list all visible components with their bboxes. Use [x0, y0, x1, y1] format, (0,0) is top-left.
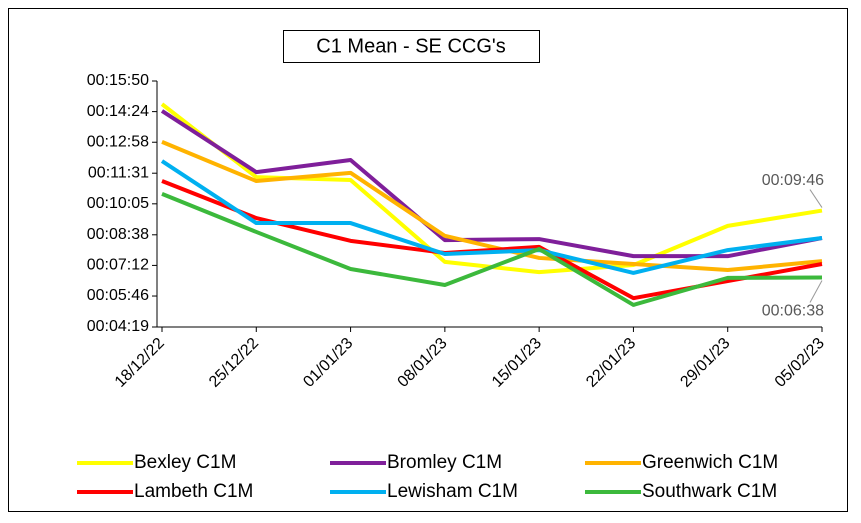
title-box — [283, 30, 540, 63]
data-label: 00:06:38 — [762, 303, 824, 320]
legend-label: Greenwich C1M — [642, 452, 778, 473]
y-tick-label: 00:11:31 — [88, 164, 149, 181]
y-tick-label: 00:04:19 — [87, 318, 149, 335]
label-leader — [809, 280, 823, 303]
label-leader — [809, 189, 823, 208]
y-tick-label: 00:10:05 — [87, 195, 149, 212]
series-line — [160, 159, 823, 275]
y-tick-label: 00:12:58 — [87, 133, 149, 150]
series-line — [161, 140, 823, 273]
chart-border — [8, 8, 848, 512]
series-line — [161, 191, 823, 307]
legend-label: Lewisham C1M — [387, 481, 518, 502]
y-tick-label: 00:05:46 — [87, 287, 149, 304]
data-label: 00:09:46 — [762, 172, 824, 189]
y-tick-label: 00:07:12 — [87, 257, 149, 274]
legend-label: Bexley C1M — [134, 452, 236, 473]
y-tick-label: 00:14:24 — [87, 103, 149, 120]
y-tick-label: 00:15:50 — [87, 72, 149, 89]
legend-label: Bromley C1M — [387, 452, 502, 473]
y-tick-label: 00:08:38 — [87, 226, 149, 243]
legend-label: Lambeth C1M — [134, 481, 253, 502]
legend-label: Southwark C1M — [642, 481, 777, 502]
series-line — [160, 109, 823, 259]
chart-title: C1 Mean - SE CCG's — [316, 35, 505, 57]
